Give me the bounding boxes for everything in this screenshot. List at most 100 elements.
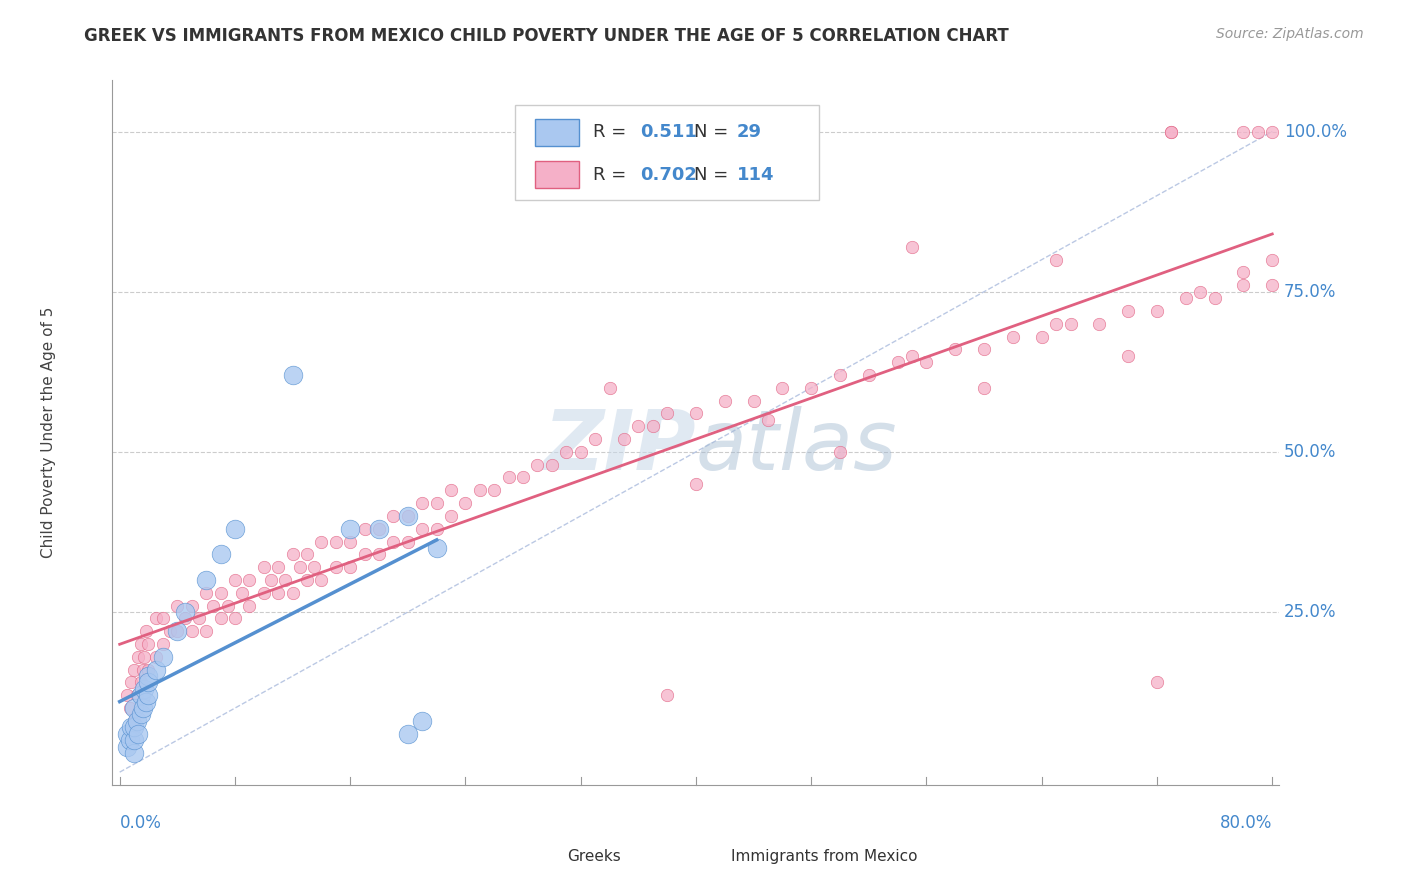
Point: [138, 663, 160, 677]
Text: R =: R =: [593, 123, 627, 142]
Point: [152, 649, 174, 664]
Point: [295, 573, 318, 587]
Point: [145, 611, 167, 625]
Point: [915, 355, 938, 369]
Point: [1045, 252, 1067, 267]
Text: 0.511: 0.511: [640, 123, 697, 142]
Text: 50.0%: 50.0%: [1284, 442, 1336, 461]
Point: [195, 624, 218, 639]
Text: 75.0%: 75.0%: [1284, 283, 1336, 301]
Point: [1001, 329, 1024, 343]
Point: [253, 560, 276, 574]
Point: [541, 458, 564, 472]
Point: [368, 522, 391, 536]
Point: [238, 599, 260, 613]
Point: [152, 637, 174, 651]
Text: R =: R =: [593, 166, 627, 184]
Point: [166, 599, 188, 613]
Point: [281, 586, 304, 600]
Text: Greeks: Greeks: [568, 849, 621, 864]
Point: [886, 355, 908, 369]
Point: [599, 381, 621, 395]
Point: [231, 586, 253, 600]
Point: [187, 611, 209, 625]
Point: [1232, 278, 1254, 293]
Point: [339, 560, 361, 574]
Point: [120, 720, 142, 734]
Point: [224, 611, 246, 625]
Point: [125, 688, 148, 702]
Point: [396, 508, 419, 523]
Point: [122, 714, 145, 728]
Text: 0.0%: 0.0%: [120, 814, 162, 831]
Point: [685, 406, 707, 420]
Point: [125, 714, 148, 728]
Point: [138, 637, 160, 651]
Point: [555, 445, 578, 459]
Point: [756, 413, 779, 427]
Point: [122, 701, 145, 715]
Point: [118, 733, 141, 747]
Point: [180, 624, 202, 639]
Point: [311, 534, 333, 549]
Point: [1261, 252, 1284, 267]
Point: [217, 599, 239, 613]
Point: [657, 406, 679, 420]
Point: [426, 541, 449, 555]
Point: [1247, 124, 1270, 138]
Point: [325, 560, 347, 574]
Point: [267, 586, 290, 600]
FancyBboxPatch shape: [534, 119, 579, 145]
Point: [454, 496, 477, 510]
Point: [613, 432, 636, 446]
Point: [569, 445, 592, 459]
FancyBboxPatch shape: [515, 105, 818, 200]
Point: [1189, 285, 1212, 299]
Point: [1232, 124, 1254, 138]
Text: atlas: atlas: [696, 406, 897, 487]
Point: [1232, 265, 1254, 279]
Point: [209, 547, 232, 561]
Point: [943, 343, 966, 357]
Point: [411, 714, 433, 728]
Point: [209, 611, 232, 625]
Point: [1146, 304, 1168, 318]
Text: 80.0%: 80.0%: [1220, 814, 1272, 831]
Point: [641, 419, 664, 434]
Point: [973, 343, 995, 357]
Point: [382, 534, 405, 549]
Point: [498, 470, 520, 484]
Point: [440, 508, 463, 523]
Point: [468, 483, 491, 498]
Point: [353, 522, 375, 536]
Point: [166, 624, 188, 639]
Point: [115, 739, 138, 754]
Point: [295, 547, 318, 561]
Point: [657, 688, 679, 702]
Point: [1088, 317, 1111, 331]
Point: [426, 522, 449, 536]
Point: [368, 547, 391, 561]
Point: [224, 522, 246, 536]
Point: [526, 458, 548, 472]
Point: [118, 701, 141, 715]
Point: [770, 381, 793, 395]
Point: [134, 649, 156, 664]
Point: [1160, 124, 1182, 138]
Point: [202, 599, 225, 613]
Point: [858, 368, 880, 382]
Point: [253, 586, 276, 600]
Point: [713, 393, 735, 408]
Point: [396, 727, 419, 741]
Point: [267, 560, 290, 574]
Point: [129, 637, 152, 651]
Point: [129, 707, 152, 722]
Point: [396, 534, 419, 549]
Point: [122, 720, 145, 734]
Text: ZIP: ZIP: [543, 406, 696, 487]
Point: [1116, 304, 1139, 318]
Point: [685, 476, 707, 491]
Text: Source: ZipAtlas.com: Source: ZipAtlas.com: [1216, 27, 1364, 41]
Point: [1261, 278, 1284, 293]
Point: [1059, 317, 1081, 331]
